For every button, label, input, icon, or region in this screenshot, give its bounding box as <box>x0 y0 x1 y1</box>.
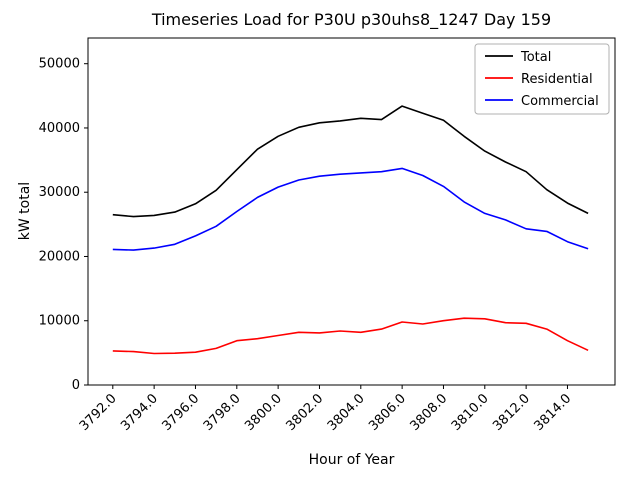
series-line-commercial <box>112 167 589 251</box>
y-tick-label: 10000 <box>39 314 80 329</box>
x-tick-label: 3810.0 <box>449 391 492 434</box>
y-tick-label: 30000 <box>39 185 80 200</box>
x-tick-label: 3800.0 <box>242 391 285 434</box>
legend-label-residential: Residential <box>521 72 593 87</box>
series-line-residential <box>112 317 589 355</box>
y-tick-label: 0 <box>72 378 80 393</box>
series-line-total <box>112 105 589 218</box>
x-tick-label: 3794.0 <box>118 391 161 434</box>
x-tick-label: 3814.0 <box>532 391 575 434</box>
y-tick-label: 20000 <box>39 249 80 264</box>
x-tick-label: 3806.0 <box>366 391 409 434</box>
legend-label-commercial: Commercial <box>521 94 599 109</box>
x-tick-label: 3792.0 <box>77 391 120 434</box>
x-tick-label: 3808.0 <box>408 391 451 434</box>
x-tick-label: 3812.0 <box>490 391 533 434</box>
x-tick-label: 3798.0 <box>201 391 244 434</box>
chart-title: Timeseries Load for P30U p30uhs8_1247 Da… <box>151 10 552 29</box>
x-tick-label: 3796.0 <box>160 391 203 434</box>
x-axis-label: Hour of Year <box>308 452 395 468</box>
y-tick-label: 40000 <box>39 121 80 136</box>
x-tick-label: 3804.0 <box>325 391 368 434</box>
axes-frame <box>87 37 616 386</box>
legend-box <box>474 43 610 115</box>
y-tick-label: 50000 <box>39 57 80 72</box>
legend-label-total: Total <box>520 50 551 65</box>
x-tick-label: 3802.0 <box>284 391 327 434</box>
